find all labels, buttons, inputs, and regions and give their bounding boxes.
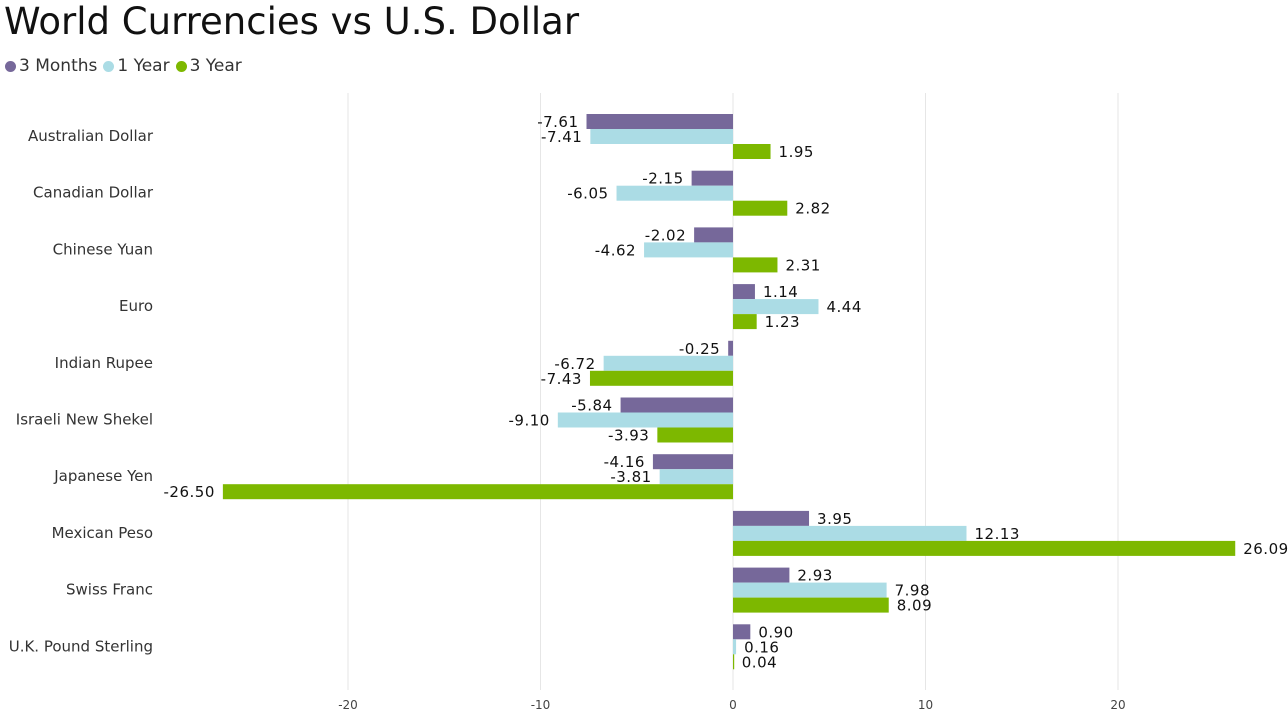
data-label: -9.10 (509, 412, 550, 430)
category-label: Canadian Dollar (33, 184, 154, 202)
bar (733, 144, 771, 159)
x-tick-label: 0 (729, 698, 737, 712)
data-label: 2.93 (797, 567, 832, 585)
bar (620, 397, 733, 413)
data-label: -4.16 (604, 453, 645, 471)
x-tick-label: -20 (338, 698, 358, 712)
bar (733, 200, 788, 216)
chart-title: World Currencies vs U.S. Dollar (4, 0, 580, 43)
bar (616, 185, 733, 201)
bar (657, 427, 733, 443)
category-label: Australian Dollar (28, 127, 154, 145)
x-tick-label: 10 (918, 698, 933, 712)
data-label: -6.05 (567, 185, 608, 203)
legend-swatch (103, 60, 115, 72)
bar (733, 654, 735, 670)
data-label: -2.15 (642, 170, 683, 188)
bar (733, 582, 887, 598)
category-label: Chinese Yuan (53, 240, 153, 258)
bar (691, 170, 733, 186)
x-tick-label: -10 (531, 698, 551, 712)
bar (733, 525, 967, 541)
data-label: -2.02 (645, 226, 686, 244)
data-label: -0.25 (679, 340, 720, 358)
data-label: -7.41 (541, 128, 582, 146)
bar (557, 412, 733, 428)
legend-swatch (5, 60, 16, 72)
data-label: 1.95 (779, 143, 814, 161)
bar (589, 370, 733, 386)
category-label: U.K. Pound Sterling (9, 637, 153, 655)
bar (733, 567, 790, 583)
data-label: -7.61 (537, 113, 578, 131)
category-label: Swiss Franc (66, 581, 153, 599)
bar (586, 114, 733, 129)
bar (733, 284, 755, 300)
legend-label: 3 Year (189, 56, 242, 76)
legend-item: 1 Year (103, 56, 170, 76)
data-label: 0.16 (744, 638, 779, 656)
data-label: 12.13 (975, 525, 1020, 543)
bar (733, 624, 751, 640)
bar (603, 355, 733, 371)
category-label: Israeli New Shekel (16, 411, 153, 429)
data-label: 4.44 (826, 298, 861, 316)
x-tick-label: 20 (1110, 698, 1125, 712)
data-label: 2.82 (795, 200, 830, 218)
bar (659, 469, 733, 485)
bar (733, 510, 810, 526)
data-label: 0.90 (758, 623, 793, 641)
bar (222, 484, 733, 500)
data-label: 26.09 (1243, 540, 1288, 558)
bar (733, 639, 737, 655)
category-label: Euro (119, 297, 153, 315)
bar (652, 454, 733, 470)
bar (694, 227, 733, 243)
legend-item: 3 Months (5, 56, 97, 76)
legend-label: 1 Year (117, 56, 170, 76)
legend: 3 Months 1 Year 3 Year (5, 56, 248, 76)
data-label: 1.14 (763, 283, 798, 301)
category-label: Japanese Yen (53, 467, 153, 485)
data-label: 0.04 (742, 653, 777, 671)
bar (733, 314, 757, 330)
legend-label: 3 Months (19, 56, 98, 76)
category-label: Mexican Peso (52, 524, 153, 542)
legend-swatch (175, 60, 187, 72)
bar (644, 242, 733, 258)
bar (733, 299, 819, 315)
legend-item: 3 Year (175, 56, 242, 76)
bar (733, 540, 1236, 556)
data-label: 2.31 (785, 256, 820, 274)
data-label: -3.81 (610, 468, 651, 486)
category-label: Indian Rupee (55, 354, 153, 372)
data-label: 3.95 (817, 510, 852, 528)
data-label: -5.84 (571, 397, 612, 415)
data-label: 7.98 (895, 582, 930, 600)
data-label: -3.93 (608, 427, 649, 445)
bar (733, 597, 889, 613)
bar (728, 340, 733, 356)
data-label: 8.09 (897, 597, 932, 615)
bar (590, 129, 733, 144)
data-label: -6.72 (554, 355, 595, 373)
bar (733, 257, 778, 273)
data-label: -7.43 (541, 370, 582, 388)
data-label: -4.62 (595, 241, 636, 259)
data-label: 1.23 (765, 313, 800, 331)
data-label: -26.50 (164, 483, 215, 501)
